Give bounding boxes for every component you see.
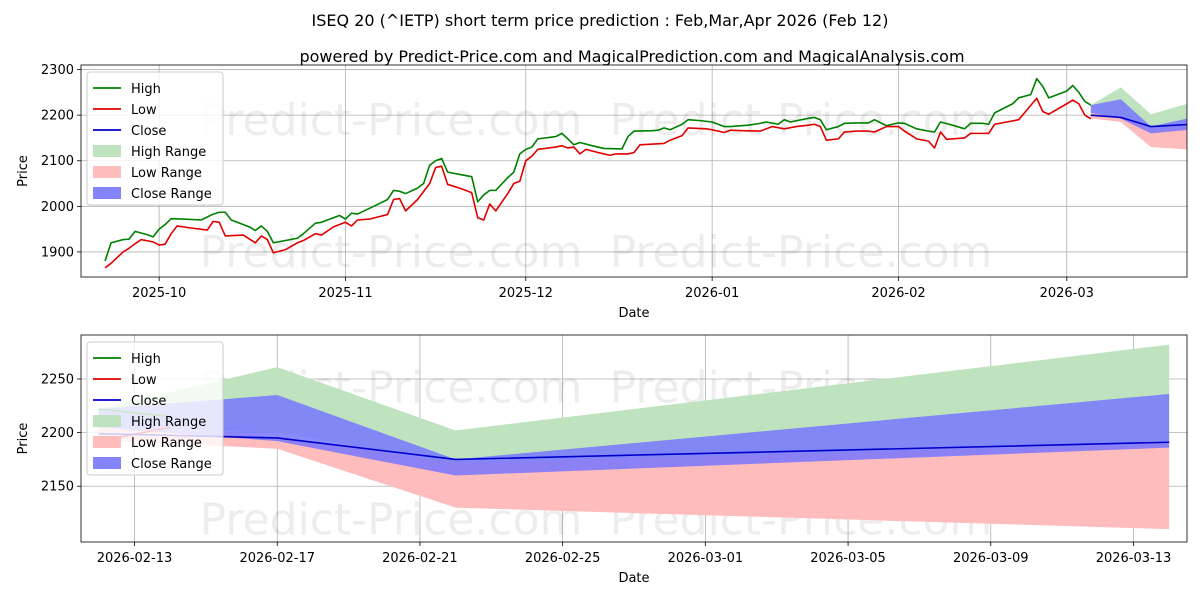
watermark: Predict-Price.com xyxy=(610,227,993,278)
legend-swatch-high-range xyxy=(93,415,121,427)
legend: High Low Close High Range Low Range Close Ran… xyxy=(86,341,224,476)
y-tick-label: 2150 xyxy=(41,480,74,495)
x-tick-label: 2026-02-17 xyxy=(239,551,315,566)
x-tick-label: 2026-03-13 xyxy=(1096,551,1172,566)
plot-area: Predict-Price.com Predict-Price.com Predic… xyxy=(104,77,1187,278)
legend-swatch-high-range xyxy=(93,145,121,157)
legend-label-low-range: Low Range xyxy=(131,436,202,451)
x-axis-label: Date xyxy=(618,571,649,586)
y-tick-label: 2200 xyxy=(41,109,74,124)
chart-subtitle: powered by Predict-Price.com and Magical… xyxy=(299,47,964,66)
x-tick-label: 2026-03-05 xyxy=(810,551,886,566)
legend-label-close-range: Close Range xyxy=(131,457,212,472)
legend-label-low: Low xyxy=(131,103,157,118)
legend-swatch-low-range xyxy=(93,166,121,178)
legend-label-low-range: Low Range xyxy=(131,166,202,181)
close-range-band xyxy=(98,393,1170,476)
x-tick-label: 2025-12 xyxy=(499,286,553,301)
x-tick-label: 2026-03-09 xyxy=(953,551,1029,566)
y-tick-label: 2300 xyxy=(41,63,74,78)
axes-frame xyxy=(80,64,1188,278)
x-tick-label: 2026-03 xyxy=(1040,286,1094,301)
legend: High Low Close High Range Low Range Close Ran… xyxy=(86,71,224,206)
y-tick-label: 2100 xyxy=(41,154,74,169)
legend-swatch-close-range xyxy=(93,187,121,199)
y-axis-label: Price xyxy=(16,155,31,187)
y-tick-label: 1900 xyxy=(41,245,74,260)
plot-area: Predict-Price.com Predict-Price.comPredic… xyxy=(98,344,1170,542)
y-tick-label: 2000 xyxy=(41,200,74,215)
low-line xyxy=(104,97,1092,269)
x-tick-label: 2025-10 xyxy=(132,286,186,301)
x-tick-label: 2026-02 xyxy=(871,286,925,301)
y-tick-label: 2250 xyxy=(41,372,74,387)
y-tick-label: 2200 xyxy=(41,426,74,441)
legend-swatch-low-range xyxy=(93,436,121,448)
x-tick-label: 2026-01 xyxy=(685,286,739,301)
x-tick-label: 2025-11 xyxy=(318,286,372,301)
chart-title: ISEQ 20 (^IETP) short term price predict… xyxy=(312,11,889,30)
top-chart-panel: Predict-Price.com Predict-Price.com Predic… xyxy=(16,63,1188,321)
x-tick-label: 2026-02-13 xyxy=(97,551,173,566)
close-range-band xyxy=(1090,99,1187,134)
x-tick-label: 2026-03-01 xyxy=(668,551,744,566)
legend-swatch-close-range xyxy=(93,457,121,469)
x-tick-label: 2026-02-25 xyxy=(525,551,601,566)
legend-label-high: High xyxy=(131,352,161,367)
legend-label-close: Close xyxy=(131,124,166,139)
y-axis-label: Price xyxy=(16,423,31,455)
legend-label-high-range: High Range xyxy=(131,415,206,430)
low-range-band xyxy=(1090,112,1187,150)
watermark: Predict-Price.com xyxy=(200,227,583,278)
x-axis-label: Date xyxy=(618,306,649,321)
axes-frame xyxy=(80,334,1188,543)
high-line xyxy=(104,77,1092,262)
legend-label-close-range: Close Range xyxy=(131,187,212,202)
close-line xyxy=(1090,114,1187,128)
legend-label-high-range: High Range xyxy=(131,145,206,160)
legend-label-close: Close xyxy=(131,394,166,409)
high-range-band xyxy=(1090,87,1187,128)
bottom-chart-panel: Predict-Price.com Predict-Price.comPredic… xyxy=(16,334,1188,586)
x-tick-label: 2026-02-21 xyxy=(382,551,458,566)
watermark: Predict-Price.com xyxy=(200,95,583,146)
legend-label-low: Low xyxy=(131,373,157,388)
legend-label-high: High xyxy=(131,82,161,97)
